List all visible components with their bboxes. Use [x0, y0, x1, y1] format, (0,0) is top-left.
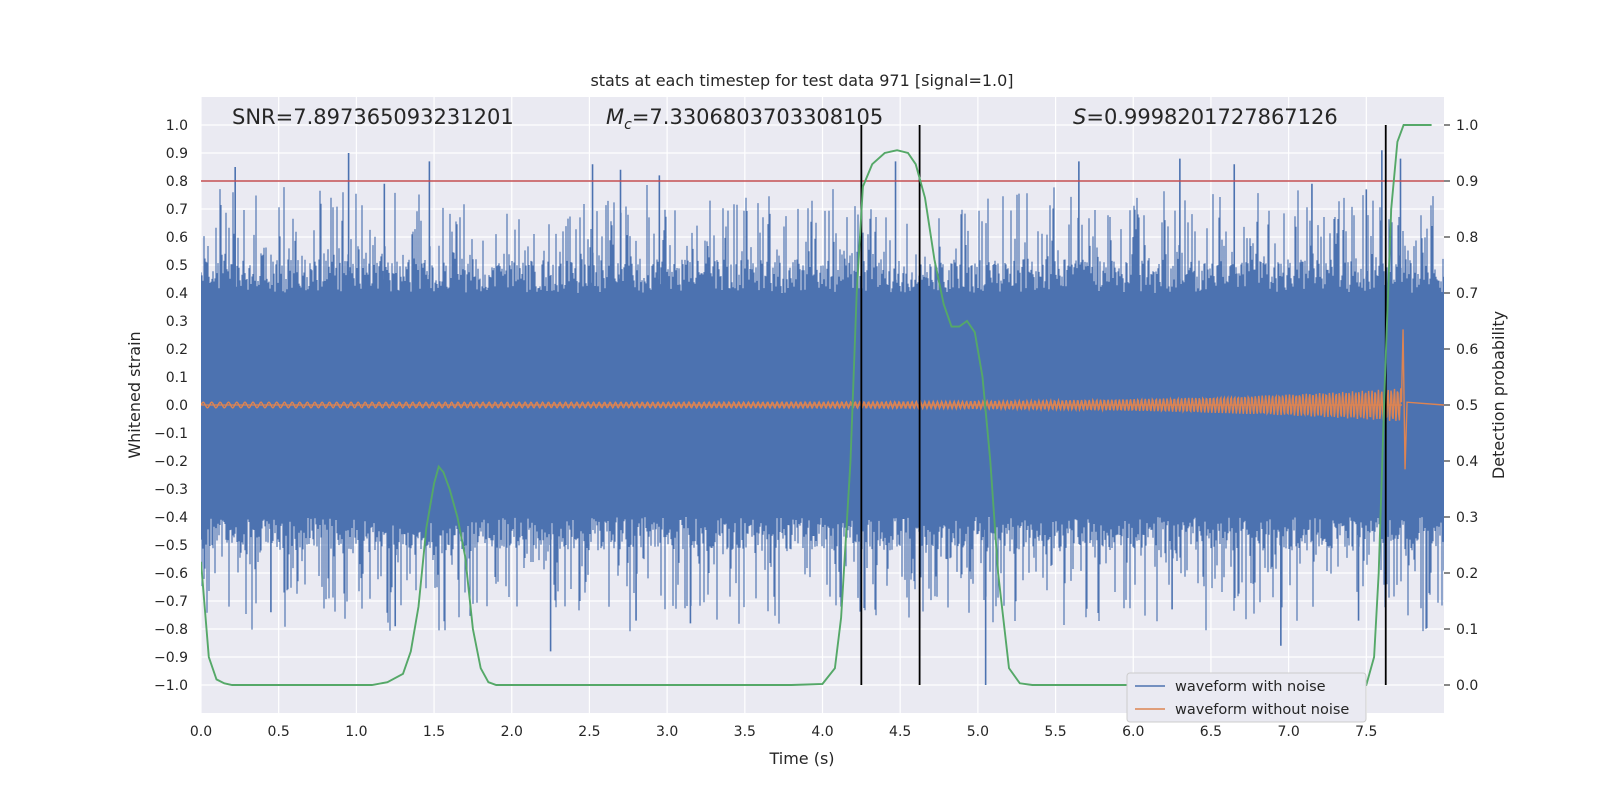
y2-tick-label: 0.0: [1456, 678, 1478, 694]
x-tick-label: 2.5: [578, 724, 600, 740]
y2-tick-label: 0.1: [1456, 622, 1478, 638]
y2-tick-label: 0.9: [1456, 174, 1478, 190]
chart-title: stats at each timestep for test data 971…: [590, 71, 1013, 90]
series-waveform-without-noise: [201, 329, 1444, 470]
x-tick-label: 5.0: [967, 724, 989, 740]
y-tick-label: −0.7: [154, 594, 188, 610]
y-tick-label: 0.9: [166, 146, 188, 162]
legend-frame: [1126, 672, 1367, 723]
y-axis-label: Whitened strain: [125, 331, 144, 458]
chirp-mass-subscript: c: [624, 117, 632, 133]
legend: waveform with noise waveform without noi…: [1126, 672, 1367, 723]
y2-tick-label: 0.6: [1456, 342, 1478, 358]
y-tick-label: −0.1: [154, 426, 188, 442]
y-tick-label: −0.4: [154, 510, 188, 526]
y-tick-label: −1.0: [154, 678, 188, 694]
y-tick-label: 0.5: [166, 258, 188, 274]
y-tick-label: 1.0: [166, 118, 188, 134]
y-tick-label: −0.8: [154, 622, 188, 638]
x-tick-label: 0.5: [268, 724, 290, 740]
x-tick-label: 1.0: [345, 724, 367, 740]
chirp-mass-symbol: M: [606, 105, 624, 129]
y-tick-label: 0.2: [166, 342, 188, 358]
y-tick-label: −0.5: [154, 538, 188, 554]
significance-symbol: S: [1073, 105, 1086, 129]
x-tick-label: 6.5: [1200, 724, 1222, 740]
y2-axis-label: Detection probability: [1489, 311, 1508, 479]
x-tick-label: 3.5: [734, 724, 756, 740]
y2-tick-label: 0.3: [1456, 510, 1478, 526]
plot-content: [201, 124, 1444, 686]
x-tick-label: 0.0: [190, 724, 212, 740]
chirp-trace: [201, 329, 1444, 470]
y-tick-label: 0.4: [166, 286, 188, 302]
x-tick-label: 1.5: [423, 724, 445, 740]
y-tick-label: −0.3: [154, 482, 188, 498]
y2-tick-label: 0.4: [1456, 454, 1478, 470]
y-axis-ticks: 1.0 0.9 0.8 0.7 0.6 0.5 0.4 0.3 0.2 0.1 0.0 −0.1 −0.…: [154, 118, 188, 694]
y2-tick-label: 0.2: [1456, 566, 1478, 582]
x-axis-ticks: 0.0 0.5 1.0 1.5 2.0 2.5 3.0 3.5 4.0 4.5 5.0 5.5 6.0 6…: [190, 724, 1378, 740]
x-tick-label: 4.5: [889, 724, 911, 740]
chirp-mass-annotation: Mc=7.3306803703308105: [606, 105, 883, 133]
significance-value: =0.9998201727867126: [1086, 105, 1337, 129]
y-tick-label: 0.3: [166, 314, 188, 330]
y2-tick-label: 0.7: [1456, 286, 1478, 302]
y-tick-label: 0.0: [166, 398, 188, 414]
x-tick-label: 3.0: [656, 724, 678, 740]
legend-label-no-noise: waveform without noise: [1175, 702, 1349, 718]
y2-tick-label: 1.0: [1456, 118, 1478, 134]
significance-annotation: S=0.9998201727867126: [1073, 105, 1338, 129]
y2-tick-label: 0.5: [1456, 398, 1478, 414]
y-tick-label: −0.2: [154, 454, 188, 470]
y-tick-label: 0.1: [166, 370, 188, 386]
y2-axis-ticks: 1.0 0.9 0.8 0.7 0.6 0.5 0.4 0.3 0.2 0.1 0.0: [1444, 118, 1478, 694]
y-tick-label: 0.8: [166, 174, 188, 190]
y-tick-label: 0.6: [166, 230, 188, 246]
y-tick-label: −0.6: [154, 566, 188, 582]
snr-annotation: SNR=7.897365093231201: [232, 105, 514, 129]
x-tick-label: 7.5: [1355, 724, 1377, 740]
chirp-mass-value: =7.3306803703308105: [632, 105, 883, 129]
y2-tick-label: 0.8: [1456, 230, 1478, 246]
x-tick-label: 2.0: [501, 724, 523, 740]
x-tick-label: 7.0: [1277, 724, 1299, 740]
legend-label-noise: waveform with noise: [1175, 679, 1326, 695]
x-axis-label: Time (s): [768, 749, 834, 768]
y-tick-label: −0.9: [154, 650, 188, 666]
y-tick-label: 0.7: [166, 202, 188, 218]
x-tick-label: 5.5: [1044, 724, 1066, 740]
x-tick-label: 6.0: [1122, 724, 1144, 740]
x-tick-label: 4.0: [811, 724, 833, 740]
